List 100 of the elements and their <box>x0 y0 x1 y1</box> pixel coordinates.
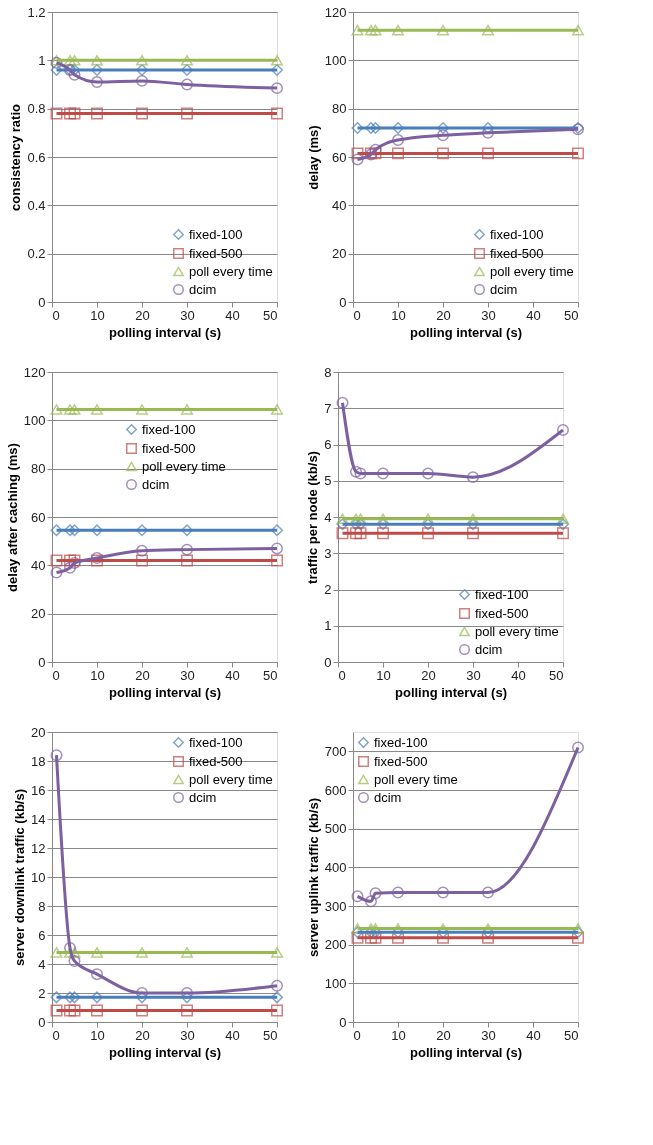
y-tick-label: 5 <box>324 473 332 489</box>
y-axis-title: server downlink traffic (kb/s) <box>12 789 28 966</box>
x-tick-label: 0 <box>52 667 60 683</box>
x-tick-label: 10 <box>391 1027 406 1043</box>
point <box>271 55 283 66</box>
point <box>181 78 193 91</box>
point <box>271 542 283 555</box>
point <box>467 527 479 540</box>
point <box>482 147 494 160</box>
point <box>181 1004 193 1017</box>
x-tick-label: 0 <box>353 307 361 323</box>
x-tick-label: 50 <box>263 307 278 323</box>
y-tick-label: 0 <box>339 294 347 310</box>
point <box>271 947 283 958</box>
y-tick-label: 0.4 <box>27 197 46 213</box>
point <box>351 153 364 166</box>
point <box>91 991 103 1004</box>
point <box>350 527 362 540</box>
point <box>50 64 63 76</box>
x-tick-label: 20 <box>135 1027 150 1043</box>
point <box>437 24 449 36</box>
x-tick-label: 10 <box>90 1027 105 1043</box>
x-tick-label: 20 <box>135 667 150 683</box>
x-tick-label: 20 <box>436 1027 451 1043</box>
y-axis-title: server uplink traffic (kb/s) <box>305 798 321 957</box>
y-tick-label: 16 <box>31 782 46 798</box>
x-tick-label: 20 <box>421 667 436 683</box>
point <box>68 524 81 537</box>
y-tick-label: 40 <box>332 197 347 213</box>
x-tick-label: 10 <box>391 307 406 323</box>
y-tick-label: 6 <box>38 927 46 943</box>
point <box>68 991 81 1004</box>
point <box>64 107 76 120</box>
x-tick-label: 40 <box>225 307 240 323</box>
point <box>572 741 584 754</box>
y-tick-label: 100 <box>324 52 347 68</box>
point <box>365 24 377 36</box>
point <box>50 947 63 958</box>
x-tick-label: 50 <box>549 667 564 683</box>
point <box>91 404 103 415</box>
point <box>437 147 449 160</box>
point <box>271 991 283 1004</box>
point <box>68 1004 81 1017</box>
point <box>437 122 449 134</box>
y-tick-label: 0.2 <box>27 246 46 262</box>
point <box>392 24 404 36</box>
point <box>64 1004 76 1017</box>
point <box>351 890 364 903</box>
x-tick-label: 50 <box>263 667 278 683</box>
point <box>557 527 569 540</box>
point <box>365 895 377 908</box>
point <box>181 554 193 567</box>
y-tick-label: 100 <box>324 975 347 991</box>
legend-label: dcim <box>475 641 503 657</box>
point <box>68 404 81 415</box>
legend-label: dcim <box>189 281 217 297</box>
point <box>271 404 283 415</box>
point <box>136 1004 148 1017</box>
x-tick-label: 30 <box>466 667 481 683</box>
x-tick-label: 30 <box>180 667 195 683</box>
point <box>68 955 81 968</box>
point <box>392 122 404 134</box>
point <box>64 561 76 574</box>
point <box>482 24 494 36</box>
y-tick-label: 500 <box>324 821 347 837</box>
legend-label: fixed-100 <box>475 586 529 602</box>
x-axis-title: polling interval (s) <box>395 684 507 700</box>
x-tick-label: 50 <box>263 1027 278 1043</box>
y-tick-label: 0 <box>38 1014 46 1030</box>
point <box>271 554 283 567</box>
point <box>392 923 404 934</box>
point <box>369 24 382 36</box>
y-tick-label: 20 <box>31 606 46 622</box>
y-tick-label: 1 <box>324 618 332 634</box>
point <box>354 467 367 480</box>
point <box>271 1004 283 1017</box>
y-axis-title: delay after caching (ms) <box>4 443 20 592</box>
point <box>91 1004 103 1017</box>
legend-label: fixed-100 <box>142 421 196 437</box>
y-tick-label: 20 <box>332 246 347 262</box>
point <box>351 24 364 36</box>
x-tick-label: 40 <box>526 307 541 323</box>
y-tick-label: 12 <box>31 840 46 856</box>
point <box>64 55 76 66</box>
x-axis-title: polling interval (s) <box>109 1044 221 1060</box>
point <box>50 524 63 537</box>
x-tick-label: 30 <box>481 307 496 323</box>
y-tick-label: 1.2 <box>27 4 46 20</box>
y-tick-label: 6 <box>324 437 332 452</box>
y-tick-label: 18 <box>31 753 46 769</box>
point <box>482 923 494 934</box>
legend-label: fixed-500 <box>490 245 544 261</box>
y-tick-label: 0 <box>38 294 46 310</box>
point <box>64 524 76 537</box>
point <box>136 947 148 958</box>
y-tick-label: 10 <box>31 869 46 885</box>
point <box>354 527 367 540</box>
y-tick-label: 120 <box>324 4 347 20</box>
point <box>271 979 283 992</box>
y-tick-label: 14 <box>31 811 46 827</box>
